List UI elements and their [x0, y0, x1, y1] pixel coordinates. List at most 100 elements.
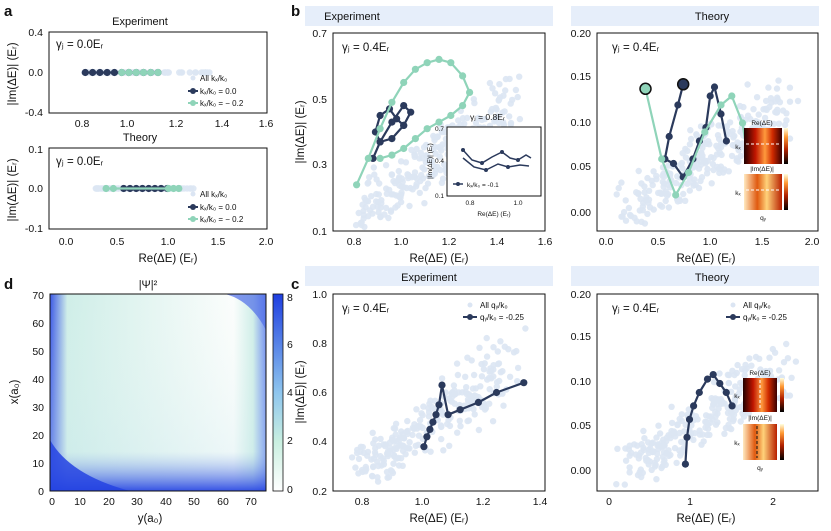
tick-label: 1.0 — [703, 236, 718, 248]
tick-label: 4 — [287, 387, 293, 399]
scatter-point — [741, 367, 749, 374]
data-point — [423, 59, 431, 67]
data-point — [710, 83, 719, 91]
scatter-point — [734, 143, 741, 151]
scatter-point — [417, 149, 424, 156]
scatter-point — [686, 141, 694, 148]
scatter-point — [395, 167, 402, 175]
data-point — [110, 68, 118, 77]
scatter-point — [476, 344, 483, 351]
scatter-point — [475, 114, 482, 122]
scatter-point — [698, 441, 705, 448]
scatter-point — [403, 184, 410, 192]
data-point — [683, 433, 691, 441]
scatter-point — [733, 155, 740, 162]
c-theory-gamma: γⱼ = 0.4Eᵣ — [612, 303, 660, 315]
data-point — [435, 401, 443, 409]
scatter-point — [507, 121, 515, 128]
tick-label: 1.4 — [490, 236, 505, 248]
scatter-point — [397, 441, 404, 449]
inset-xlabel: Re(ΔE) (Eᵣ) — [477, 211, 510, 218]
scatter-point — [475, 393, 482, 401]
scatter-point — [357, 443, 365, 450]
scatter-point — [687, 135, 695, 143]
scatter-point — [706, 431, 713, 439]
scatter-point — [702, 412, 710, 419]
a-top-ylabel: |Im(ΔE)| (Eᵣ) — [7, 42, 19, 105]
scatter-point — [639, 207, 646, 214]
data-point — [447, 111, 455, 120]
scatter-point — [490, 344, 497, 351]
scatter-point — [383, 190, 391, 197]
scatter-point — [737, 128, 744, 135]
scatter-point — [653, 455, 661, 463]
tick-label: 2.0 — [805, 236, 820, 248]
scatter-point — [480, 402, 488, 409]
scatter-point — [355, 209, 362, 217]
scatter-point — [372, 451, 379, 458]
scatter-point — [655, 189, 662, 197]
scatter-point — [645, 196, 653, 203]
data-point — [438, 381, 446, 389]
scatter-point — [389, 434, 396, 441]
scatter-point — [697, 177, 704, 185]
scatter-point — [687, 127, 694, 134]
a-top-frame — [48, 31, 268, 114]
scatter-point — [626, 452, 633, 459]
scatter-point — [649, 448, 657, 455]
b-theory-xlabel: Re(ΔE) (Eᵣ) — [677, 253, 736, 265]
legend-mint: kₓ/k₀ = − 0.2 — [200, 99, 244, 108]
tick-label: 0.8 — [312, 338, 327, 350]
legend-marker-mint — [190, 216, 196, 222]
scatter-point — [364, 180, 371, 187]
b-exp-series — [353, 55, 474, 189]
wavefunction-map-overlay — [50, 294, 266, 491]
scatter-point — [390, 425, 397, 432]
scatter-point — [368, 472, 376, 480]
scatter-point — [165, 69, 172, 76]
scatter-point — [660, 183, 667, 190]
tick-label: 0.0 — [28, 67, 43, 79]
scatter-point — [186, 69, 193, 76]
data-point — [690, 402, 698, 410]
scatter-point — [378, 200, 385, 207]
scatter-point — [712, 409, 719, 416]
a-bottom-ylabel: |Im(ΔE)| (Eᵣ) — [7, 158, 19, 221]
b-exp-header — [305, 6, 553, 26]
scatter-point — [382, 204, 390, 212]
inset-point — [480, 161, 484, 165]
scatter-point — [665, 204, 673, 211]
b-exp-x-ticks: 0.8 1.0 1.2 1.4 1.6 — [347, 236, 553, 248]
scatter-point — [618, 179, 625, 186]
scatter-point — [446, 442, 453, 449]
legend-all: All qᵧ/k₀ — [743, 301, 771, 310]
legend-marker-all — [190, 75, 196, 81]
scatter-point — [681, 428, 688, 435]
tick-label: 0.4 — [312, 436, 327, 448]
scatter-point — [500, 121, 508, 128]
tick-label: 10 — [74, 496, 86, 508]
scatter-point — [621, 481, 628, 488]
scatter-point — [391, 179, 399, 187]
heatmap-re — [744, 128, 782, 164]
scatter-point — [397, 455, 405, 462]
scatter-point — [469, 385, 477, 392]
data-point — [447, 59, 455, 67]
inset-top-label: Re(ΔE) — [749, 370, 770, 377]
tick-label: 0.5 — [110, 236, 125, 248]
d-colorbar — [272, 293, 284, 492]
a-bottom-title: Theory — [123, 132, 158, 144]
scatter-point — [716, 370, 723, 377]
scatter-point — [359, 201, 366, 208]
scatter-point — [773, 85, 781, 92]
series-line — [684, 373, 734, 465]
scatter-point — [506, 373, 514, 380]
scatter-point — [451, 391, 458, 398]
data-point — [738, 119, 747, 127]
data-point — [102, 184, 110, 193]
scatter-point — [748, 362, 755, 369]
scatter-point — [779, 107, 787, 114]
scatter-point — [370, 440, 377, 447]
scatter-point — [411, 151, 418, 159]
scatter-point — [495, 360, 503, 367]
